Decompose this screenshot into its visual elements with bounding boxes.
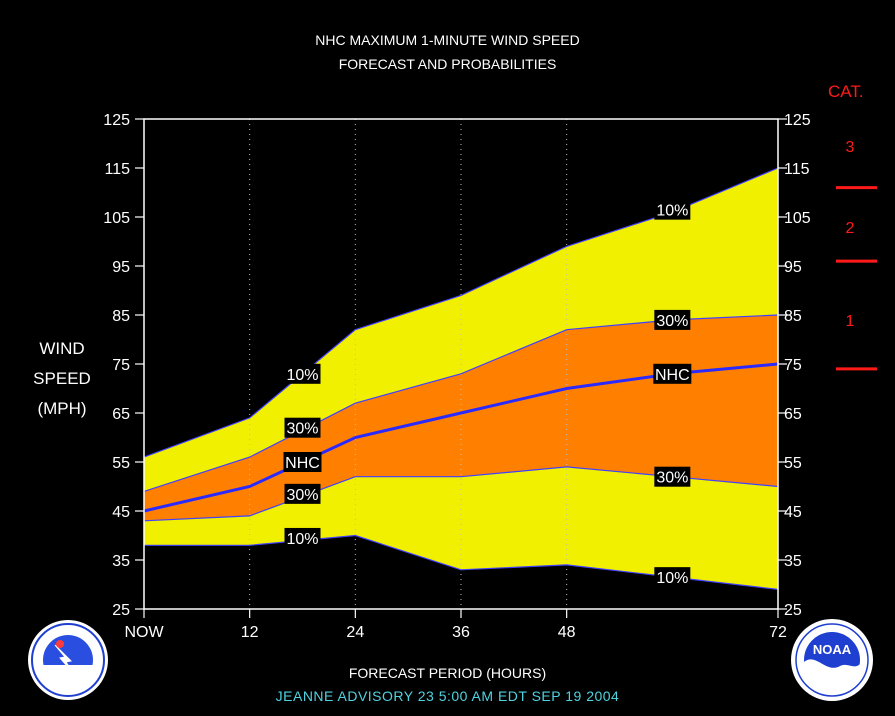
band-label-box-6 [654,309,691,330]
chart-subtitle: FORECAST AND PROBABILITIES [338,56,557,72]
y-tick-label-right-115: 115 [784,161,810,178]
y-axis-label-line2: SPEED [33,369,91,388]
y-tick-label-left-115: 115 [104,161,130,178]
x-tick-label-24: 24 [346,624,364,641]
category-label-1: 1 [846,313,855,330]
y-tick-label-left-55: 55 [112,455,130,472]
y-tick-label-right-75: 75 [784,357,802,374]
y-tick-label-left-35: 35 [112,553,130,570]
y-axis-label-line1: WIND [39,339,85,358]
category-label-2: 2 [846,220,855,237]
y-tick-label-right-55: 55 [784,455,802,472]
x-axis-label: FORECAST PERIOD (HOURS) [348,665,547,681]
x-tick-label-12: 12 [241,624,259,641]
noaa-logo: NOAA [791,619,873,701]
y-tick-label-left-75: 75 [112,357,130,374]
y-tick-label-left-95: 95 [112,259,130,276]
y-tick-label-left-65: 65 [112,406,130,423]
axis-ticks: 25 25 35 35 45 45 55 55 65 65 75 75 85 85 95 95 105 105 11… [103,112,811,641]
y-tick-label-left-105: 105 [103,210,130,227]
y-tick-label-right-95: 95 [784,259,802,276]
y-tick-label-left-25: 25 [112,602,130,619]
category-scale: 3 2 1 [836,139,877,371]
y-tick-label-left-125: 125 [103,112,130,129]
x-tick-label-48: 48 [558,624,576,641]
y-tick-label-right-85: 85 [784,308,802,325]
category-scale-title: CAT. [828,82,864,101]
y-tick-label-right-65: 65 [784,406,802,423]
band-label-4: 10% [286,531,318,548]
x-tick-label-36: 36 [452,624,470,641]
x-tick-label-0: NOW [124,624,164,641]
y-axis-label-line3: (MPH) [37,399,87,418]
band-label-box-1 [284,417,321,438]
band-label-7: NHC [655,367,690,384]
band-label-box-7 [653,363,692,384]
band-label-9: 10% [656,570,688,587]
y-tick-label-left-45: 45 [112,504,130,521]
y-tick-label-right-25: 25 [784,602,802,619]
nws-logo [28,620,108,700]
band-label-1: 30% [286,421,318,438]
band-label-box-9 [654,567,691,588]
band-label-box-3 [284,483,321,504]
band-label-8: 30% [656,470,688,487]
advisory-footer: JEANNE ADVISORY 23 5:00 AM EDT SEP 19 20… [275,688,620,704]
band-label-3: 30% [286,487,318,504]
vertical-gridlines [249,119,568,609]
band-label-box-0 [284,363,321,384]
band-label-box-4 [284,527,321,548]
y-tick-label-left-85: 85 [112,308,130,325]
band-label-0: 10% [286,367,318,384]
band-label-5: 10% [656,203,688,220]
y-tick-label-right-125: 125 [784,112,811,129]
band-label-box-8 [654,466,691,487]
band-label-box-5 [654,199,691,220]
chart-title: NHC MAXIMUM 1-MINUTE WIND SPEED [315,32,580,48]
category-label-3: 3 [846,139,855,156]
y-tick-label-right-35: 35 [784,553,802,570]
y-tick-label-right-105: 105 [784,210,811,227]
band-label-6: 30% [656,313,688,330]
band-label-box-2 [283,452,322,472]
band-labels: 10% 30% NHC 30% 10% 10% 30% NHC 30% 10% [283,199,692,588]
band-label-2: NHC [285,455,320,472]
noaa-logo-text: NOAA [813,642,852,657]
x-tick-label-72: 72 [769,624,787,641]
y-tick-label-right-45: 45 [784,504,802,521]
